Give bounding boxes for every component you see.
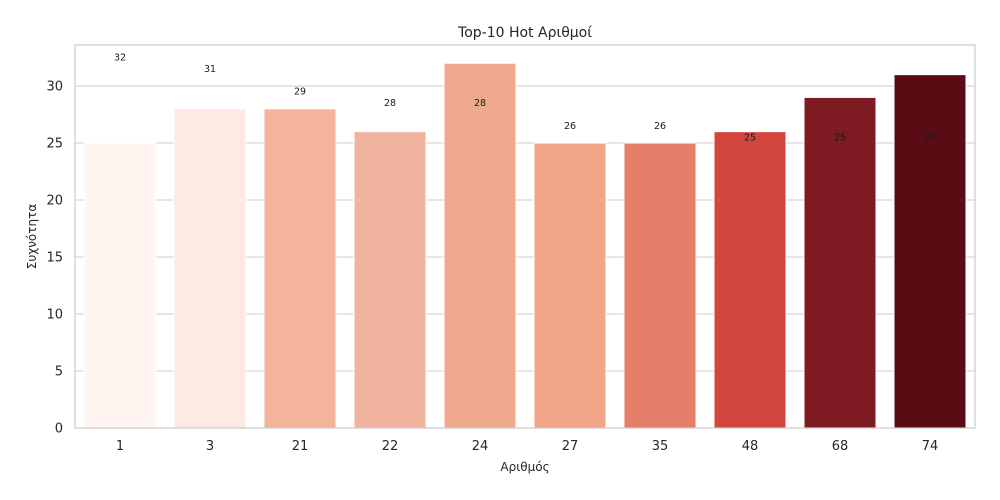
x-tick-label: 22	[382, 439, 399, 454]
x-tick-label: 21	[292, 439, 309, 454]
data-label: 25	[744, 132, 756, 143]
data-label: 32	[114, 53, 126, 64]
y-tick-label: 25	[46, 137, 63, 152]
data-label: 25	[834, 132, 846, 143]
x-axis-label: Αριθμός	[500, 460, 549, 474]
data-label: 28	[384, 98, 396, 109]
bar	[893, 74, 967, 429]
plot-frame	[74, 44, 976, 429]
data-label: 26	[654, 121, 666, 132]
x-tick-label: 1	[116, 439, 124, 454]
x-tick-label: 27	[562, 439, 579, 454]
bar	[803, 96, 877, 429]
x-tick-label: 68	[832, 439, 849, 454]
data-label: 29	[294, 87, 306, 98]
x-tick-label: 74	[922, 439, 939, 454]
bar	[443, 62, 517, 429]
bar	[713, 131, 787, 429]
x-tick-label: 3	[206, 439, 214, 454]
data-labels: 32 31 29 28 28 26 26 25 25 25	[114, 53, 936, 144]
y-tick-label: 5	[55, 365, 63, 380]
data-label: 25	[924, 132, 936, 143]
y-tick-label: 20	[46, 194, 63, 209]
chart-title: Top-10 Hot Αριθμοί	[457, 25, 592, 41]
bar	[623, 142, 697, 429]
y-tick-label: 15	[46, 251, 63, 266]
bar	[263, 108, 337, 429]
bar	[533, 142, 607, 429]
y-tick-label: 10	[46, 308, 63, 323]
y-tick-label: 0	[55, 422, 63, 437]
data-label: 28	[474, 98, 486, 109]
y-axis-label: Συχνότητα	[25, 204, 39, 270]
data-label: 31	[204, 64, 216, 75]
x-tick-label: 48	[742, 439, 759, 454]
x-axis-ticks: 1 3 21 22 24 27 35 48 68 74	[116, 439, 938, 454]
y-tick-label: 30	[46, 80, 63, 95]
bar	[83, 142, 157, 429]
bar	[173, 108, 247, 429]
data-label: 26	[564, 121, 576, 132]
bars	[83, 62, 967, 429]
x-tick-label: 35	[652, 439, 669, 454]
x-tick-label: 24	[472, 439, 489, 454]
y-axis-ticks: 0 5 10 15 20 25 30	[46, 80, 63, 437]
bar	[353, 131, 427, 429]
